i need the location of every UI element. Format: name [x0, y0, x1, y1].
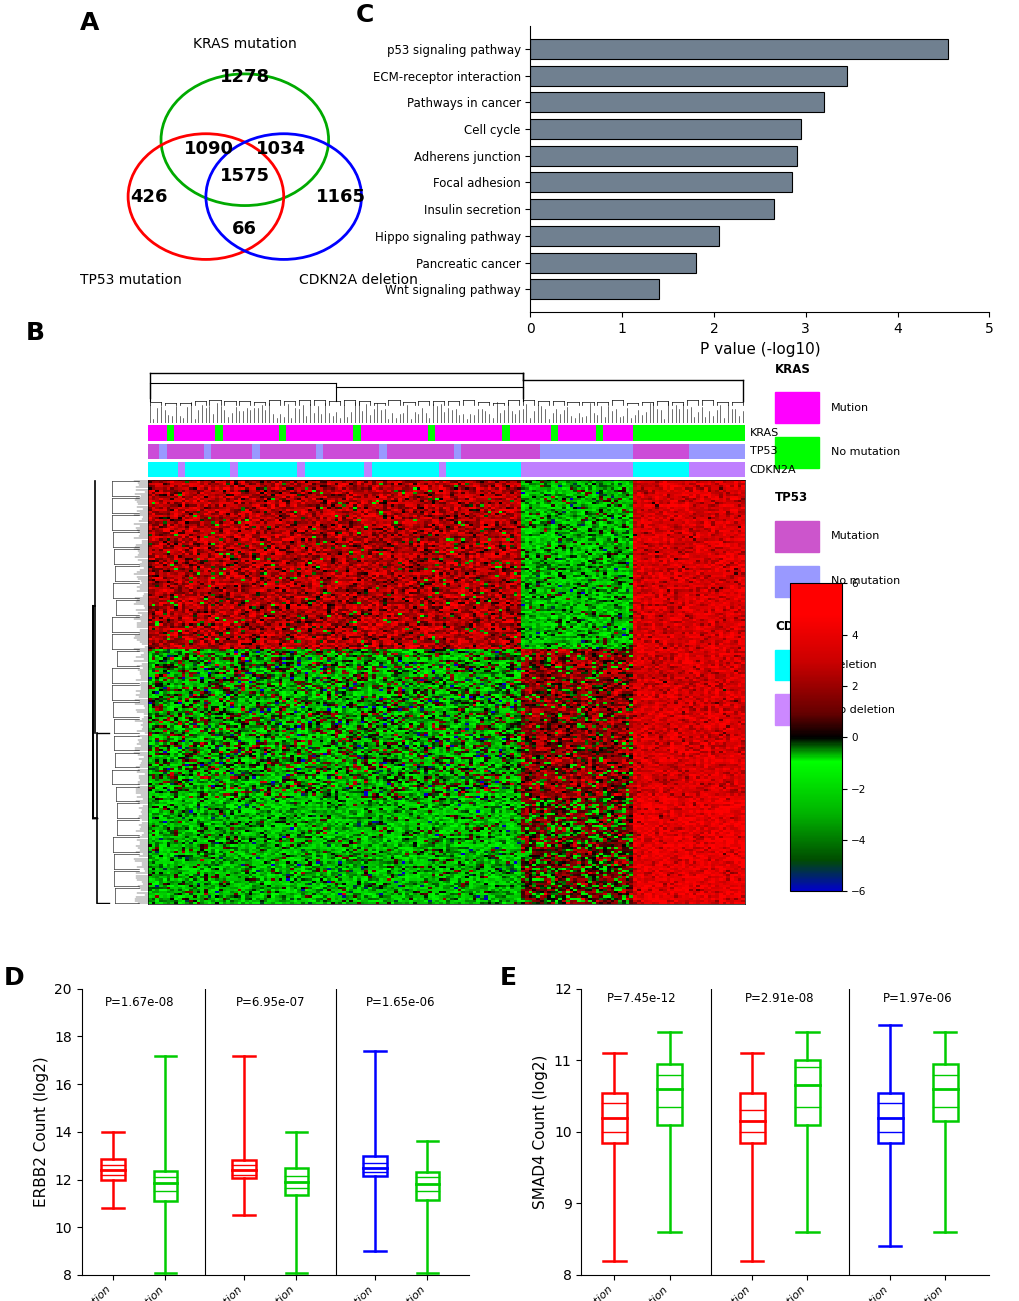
Bar — [877, 1093, 902, 1142]
Bar — [284, 1168, 308, 1196]
Text: TP53: TP53 — [749, 446, 776, 457]
Bar — [774, 520, 818, 552]
Bar — [530, 199, 773, 219]
Bar — [774, 695, 818, 725]
Text: Deletion: Deletion — [830, 660, 877, 670]
Bar — [530, 226, 717, 246]
Text: C: C — [356, 3, 374, 27]
Bar — [530, 280, 658, 299]
Text: 426: 426 — [130, 187, 168, 206]
Text: D: D — [4, 965, 24, 990]
Text: P=7.45e-12: P=7.45e-12 — [606, 993, 677, 1006]
Text: No mutation: No mutation — [830, 576, 900, 587]
Text: P=2.91e-08: P=2.91e-08 — [745, 993, 814, 1006]
Bar — [794, 1060, 819, 1124]
Text: A: A — [81, 12, 100, 35]
Text: P=1.97e-06: P=1.97e-06 — [882, 993, 952, 1006]
Text: 1575: 1575 — [219, 167, 270, 185]
Text: P=1.65e-06: P=1.65e-06 — [366, 997, 435, 1008]
Text: E: E — [499, 965, 517, 990]
Bar — [363, 1155, 386, 1176]
Text: 1165: 1165 — [315, 187, 365, 206]
Bar — [774, 566, 818, 596]
Text: No mutation: No mutation — [830, 448, 900, 458]
Bar — [232, 1160, 256, 1179]
Bar — [415, 1172, 438, 1200]
Text: TP53 mutation: TP53 mutation — [81, 273, 181, 288]
Bar — [601, 1093, 627, 1142]
Text: KRAS: KRAS — [774, 363, 810, 376]
Bar — [656, 1064, 682, 1124]
Y-axis label: SMAD4 Count (log2): SMAD4 Count (log2) — [533, 1055, 548, 1209]
Text: B: B — [25, 321, 45, 345]
Text: P=1.67e-08: P=1.67e-08 — [104, 997, 174, 1008]
Bar — [739, 1093, 764, 1142]
Text: 1034: 1034 — [256, 139, 306, 157]
Bar — [101, 1159, 124, 1180]
Bar — [530, 252, 695, 272]
Text: No deletion: No deletion — [830, 705, 895, 714]
Text: Mutation: Mutation — [830, 531, 879, 541]
Bar — [530, 146, 796, 165]
Bar — [530, 92, 823, 112]
Bar — [774, 393, 818, 423]
Text: TP53: TP53 — [774, 492, 807, 505]
Text: KRAS: KRAS — [749, 428, 779, 438]
Text: P=6.95e-07: P=6.95e-07 — [235, 997, 305, 1008]
Text: KRAS mutation: KRAS mutation — [193, 36, 297, 51]
Bar — [154, 1171, 177, 1201]
Bar — [774, 649, 818, 680]
Text: CDKN2A deletion: CDKN2A deletion — [299, 273, 418, 288]
Bar — [530, 39, 948, 59]
Text: CDKN2A: CDKN2A — [774, 621, 829, 634]
Bar — [530, 173, 792, 193]
Text: 66: 66 — [232, 220, 257, 238]
Text: Mution: Mution — [830, 403, 868, 412]
Text: CDKN2A: CDKN2A — [749, 464, 796, 475]
Y-axis label: ERBB2 Count (log2): ERBB2 Count (log2) — [34, 1056, 49, 1207]
Text: 1090: 1090 — [183, 139, 233, 157]
X-axis label: P value (-log10): P value (-log10) — [699, 342, 819, 356]
Bar — [932, 1064, 957, 1121]
Bar — [774, 437, 818, 468]
Text: 1278: 1278 — [219, 68, 270, 86]
Bar — [530, 120, 801, 139]
Bar — [530, 66, 847, 86]
